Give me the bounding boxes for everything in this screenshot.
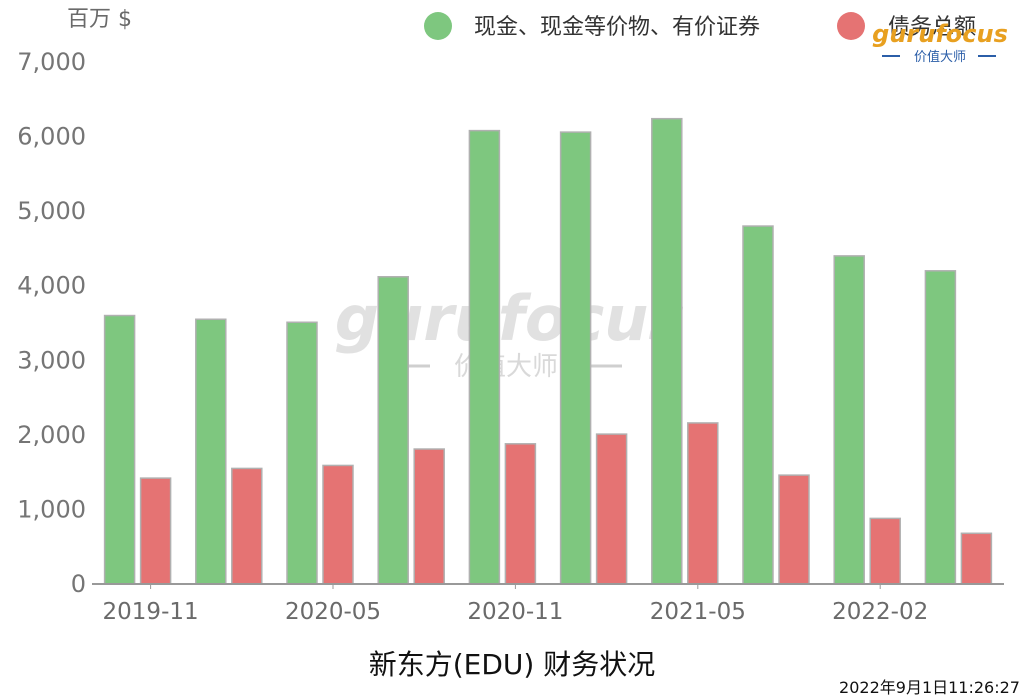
legend-label-cash[interactable]: 现金、现金等价物、有价证券 xyxy=(474,15,760,40)
bar-cash[interactable] xyxy=(924,270,957,585)
timestamp: 2022年9月1日11:26:27 xyxy=(839,678,1020,696)
bar-debt[interactable] xyxy=(595,433,628,585)
x-tick-label: 2022-02 xyxy=(832,599,928,625)
logo-brand: gurufocus xyxy=(872,20,1008,48)
unit-label: 百万 $ xyxy=(67,7,132,32)
bar-cash[interactable] xyxy=(195,318,227,585)
bar-debt[interactable] xyxy=(139,477,172,585)
y-tick-label: 7,000 xyxy=(17,48,86,76)
y-tick-label: 1,000 xyxy=(17,495,86,523)
x-tick-label: 2021-05 xyxy=(650,599,746,625)
legend-label-debt[interactable]: 债务总额 xyxy=(888,15,976,40)
x-tick-label: 2020-05 xyxy=(285,599,381,625)
bar-cash[interactable] xyxy=(651,117,683,585)
y-tick-label: 4,000 xyxy=(17,272,86,300)
legend: 现金、现金等价物、有价证券 债务总额 xyxy=(424,12,976,40)
y-axis: 0 1,000 2,000 3,000 4,000 5,000 6,000 7,000 xyxy=(17,48,86,598)
x-tick-label: 2019-11 xyxy=(103,599,199,625)
bar-debt[interactable] xyxy=(778,474,810,585)
x-axis: 2019-11 2020-05 2020-11 2021-05 2022-02 xyxy=(103,584,928,625)
bar-debt[interactable] xyxy=(869,517,901,585)
logo-tagline: 价值大师 xyxy=(914,49,966,65)
y-tick-label: 0 xyxy=(71,570,86,598)
y-tick-label: 3,000 xyxy=(17,346,86,374)
y-tick-label: 6,000 xyxy=(17,123,86,151)
y-tick-label: 5,000 xyxy=(17,197,86,225)
bar-debt[interactable] xyxy=(687,422,719,585)
x-tick-label: 2020-11 xyxy=(467,599,563,625)
bar-cash[interactable] xyxy=(742,225,774,585)
bar-debt[interactable] xyxy=(960,532,993,585)
bar-cash[interactable] xyxy=(559,131,592,585)
bar-debt[interactable] xyxy=(322,464,354,585)
bar-cash[interactable] xyxy=(377,276,409,585)
legend-marker-cash[interactable] xyxy=(424,12,452,40)
bar-debt[interactable] xyxy=(504,443,537,585)
bar-cash[interactable] xyxy=(103,314,136,585)
bar-cash[interactable] xyxy=(833,255,865,585)
legend-marker-debt[interactable] xyxy=(837,12,865,40)
bar-debt[interactable] xyxy=(413,448,445,585)
bar-cash[interactable] xyxy=(468,129,501,585)
bars xyxy=(103,117,993,585)
chart-title: 新东方(EDU) 财务状况 xyxy=(369,648,656,681)
y-tick-label: 2,000 xyxy=(17,421,86,449)
bar-cash[interactable] xyxy=(286,321,318,585)
gurufocus-logo: gurufocus 价值大师 xyxy=(872,20,1008,65)
bar-debt[interactable] xyxy=(231,467,263,585)
